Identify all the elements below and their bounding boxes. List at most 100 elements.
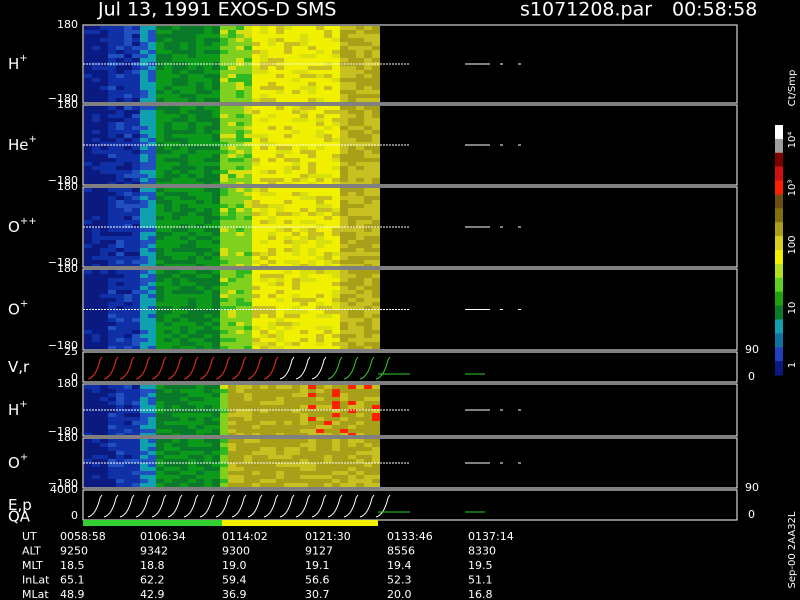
cell <box>108 421 116 425</box>
cell <box>196 274 204 278</box>
cell <box>220 264 228 266</box>
cell <box>276 401 284 405</box>
cell <box>156 236 164 240</box>
cell <box>228 192 236 196</box>
cell <box>172 439 180 443</box>
table-cell: 59.4 <box>222 574 247 587</box>
cell <box>372 248 380 252</box>
cell <box>276 270 284 274</box>
cell <box>228 389 236 393</box>
cell <box>356 479 364 483</box>
cell <box>260 483 268 487</box>
cell <box>84 58 92 62</box>
cell <box>132 200 140 204</box>
cell <box>356 204 364 208</box>
cell <box>316 429 324 433</box>
cell <box>284 146 292 150</box>
cell <box>132 455 140 459</box>
cell <box>324 455 332 459</box>
cell <box>236 118 244 122</box>
axis-bottom: −180 <box>48 256 78 269</box>
cell <box>356 94 364 98</box>
colorbar-cell <box>775 347 783 362</box>
cell <box>292 393 300 397</box>
cell <box>172 334 180 338</box>
cell <box>188 170 196 174</box>
cell <box>356 244 364 248</box>
cell <box>324 118 332 122</box>
cell <box>236 479 244 483</box>
cell <box>228 405 236 409</box>
cell <box>188 74 196 78</box>
cell <box>228 216 236 220</box>
cell <box>100 479 108 483</box>
cell <box>124 248 132 252</box>
cell <box>156 322 164 326</box>
cell <box>140 216 148 220</box>
cell <box>84 326 92 330</box>
cell <box>180 146 188 150</box>
cell <box>316 30 324 34</box>
cell <box>252 248 260 252</box>
cell <box>84 463 92 467</box>
cell <box>356 326 364 330</box>
cell <box>364 90 372 94</box>
cell <box>124 417 132 421</box>
cell <box>92 421 100 425</box>
cell <box>348 270 356 274</box>
cell <box>164 204 172 208</box>
cell <box>132 224 140 228</box>
cell <box>172 274 180 278</box>
cell <box>292 282 300 286</box>
cell <box>356 90 364 94</box>
cell <box>108 447 116 451</box>
cell <box>340 443 348 447</box>
cell <box>300 389 308 393</box>
cell <box>268 166 276 170</box>
cell <box>276 42 284 46</box>
cell <box>308 166 316 170</box>
cell <box>220 389 228 393</box>
cell <box>172 294 180 298</box>
cell <box>100 397 108 401</box>
cell <box>332 232 340 236</box>
cell <box>132 338 140 342</box>
cell <box>172 393 180 397</box>
cell <box>300 212 308 216</box>
cell <box>204 220 212 224</box>
cell <box>204 130 212 134</box>
cell <box>260 270 268 274</box>
cell <box>316 188 324 192</box>
cell <box>292 150 300 154</box>
axis-bottom: −180 <box>48 477 78 490</box>
cell <box>212 447 220 451</box>
cell <box>332 240 340 244</box>
cell <box>156 443 164 447</box>
cell <box>164 138 172 142</box>
cell <box>132 451 140 455</box>
cell <box>108 170 116 174</box>
cell <box>348 66 356 70</box>
cell <box>164 86 172 90</box>
cell <box>92 158 100 162</box>
table-cell: 0114:02 <box>222 530 268 543</box>
cell <box>236 397 244 401</box>
cell <box>268 182 276 184</box>
cell <box>340 200 348 204</box>
cell <box>276 110 284 114</box>
cell <box>108 30 116 34</box>
sawtooth <box>103 494 119 518</box>
cell <box>292 421 300 425</box>
cell <box>372 314 380 318</box>
cell <box>268 94 276 98</box>
cell <box>92 322 100 326</box>
cell <box>228 244 236 248</box>
cell <box>148 429 156 433</box>
cell <box>300 282 308 286</box>
cell <box>260 459 268 463</box>
colorbar-cell <box>775 291 783 307</box>
cell <box>116 106 124 110</box>
cell <box>180 38 188 42</box>
cell <box>316 306 324 310</box>
cell <box>172 413 180 417</box>
